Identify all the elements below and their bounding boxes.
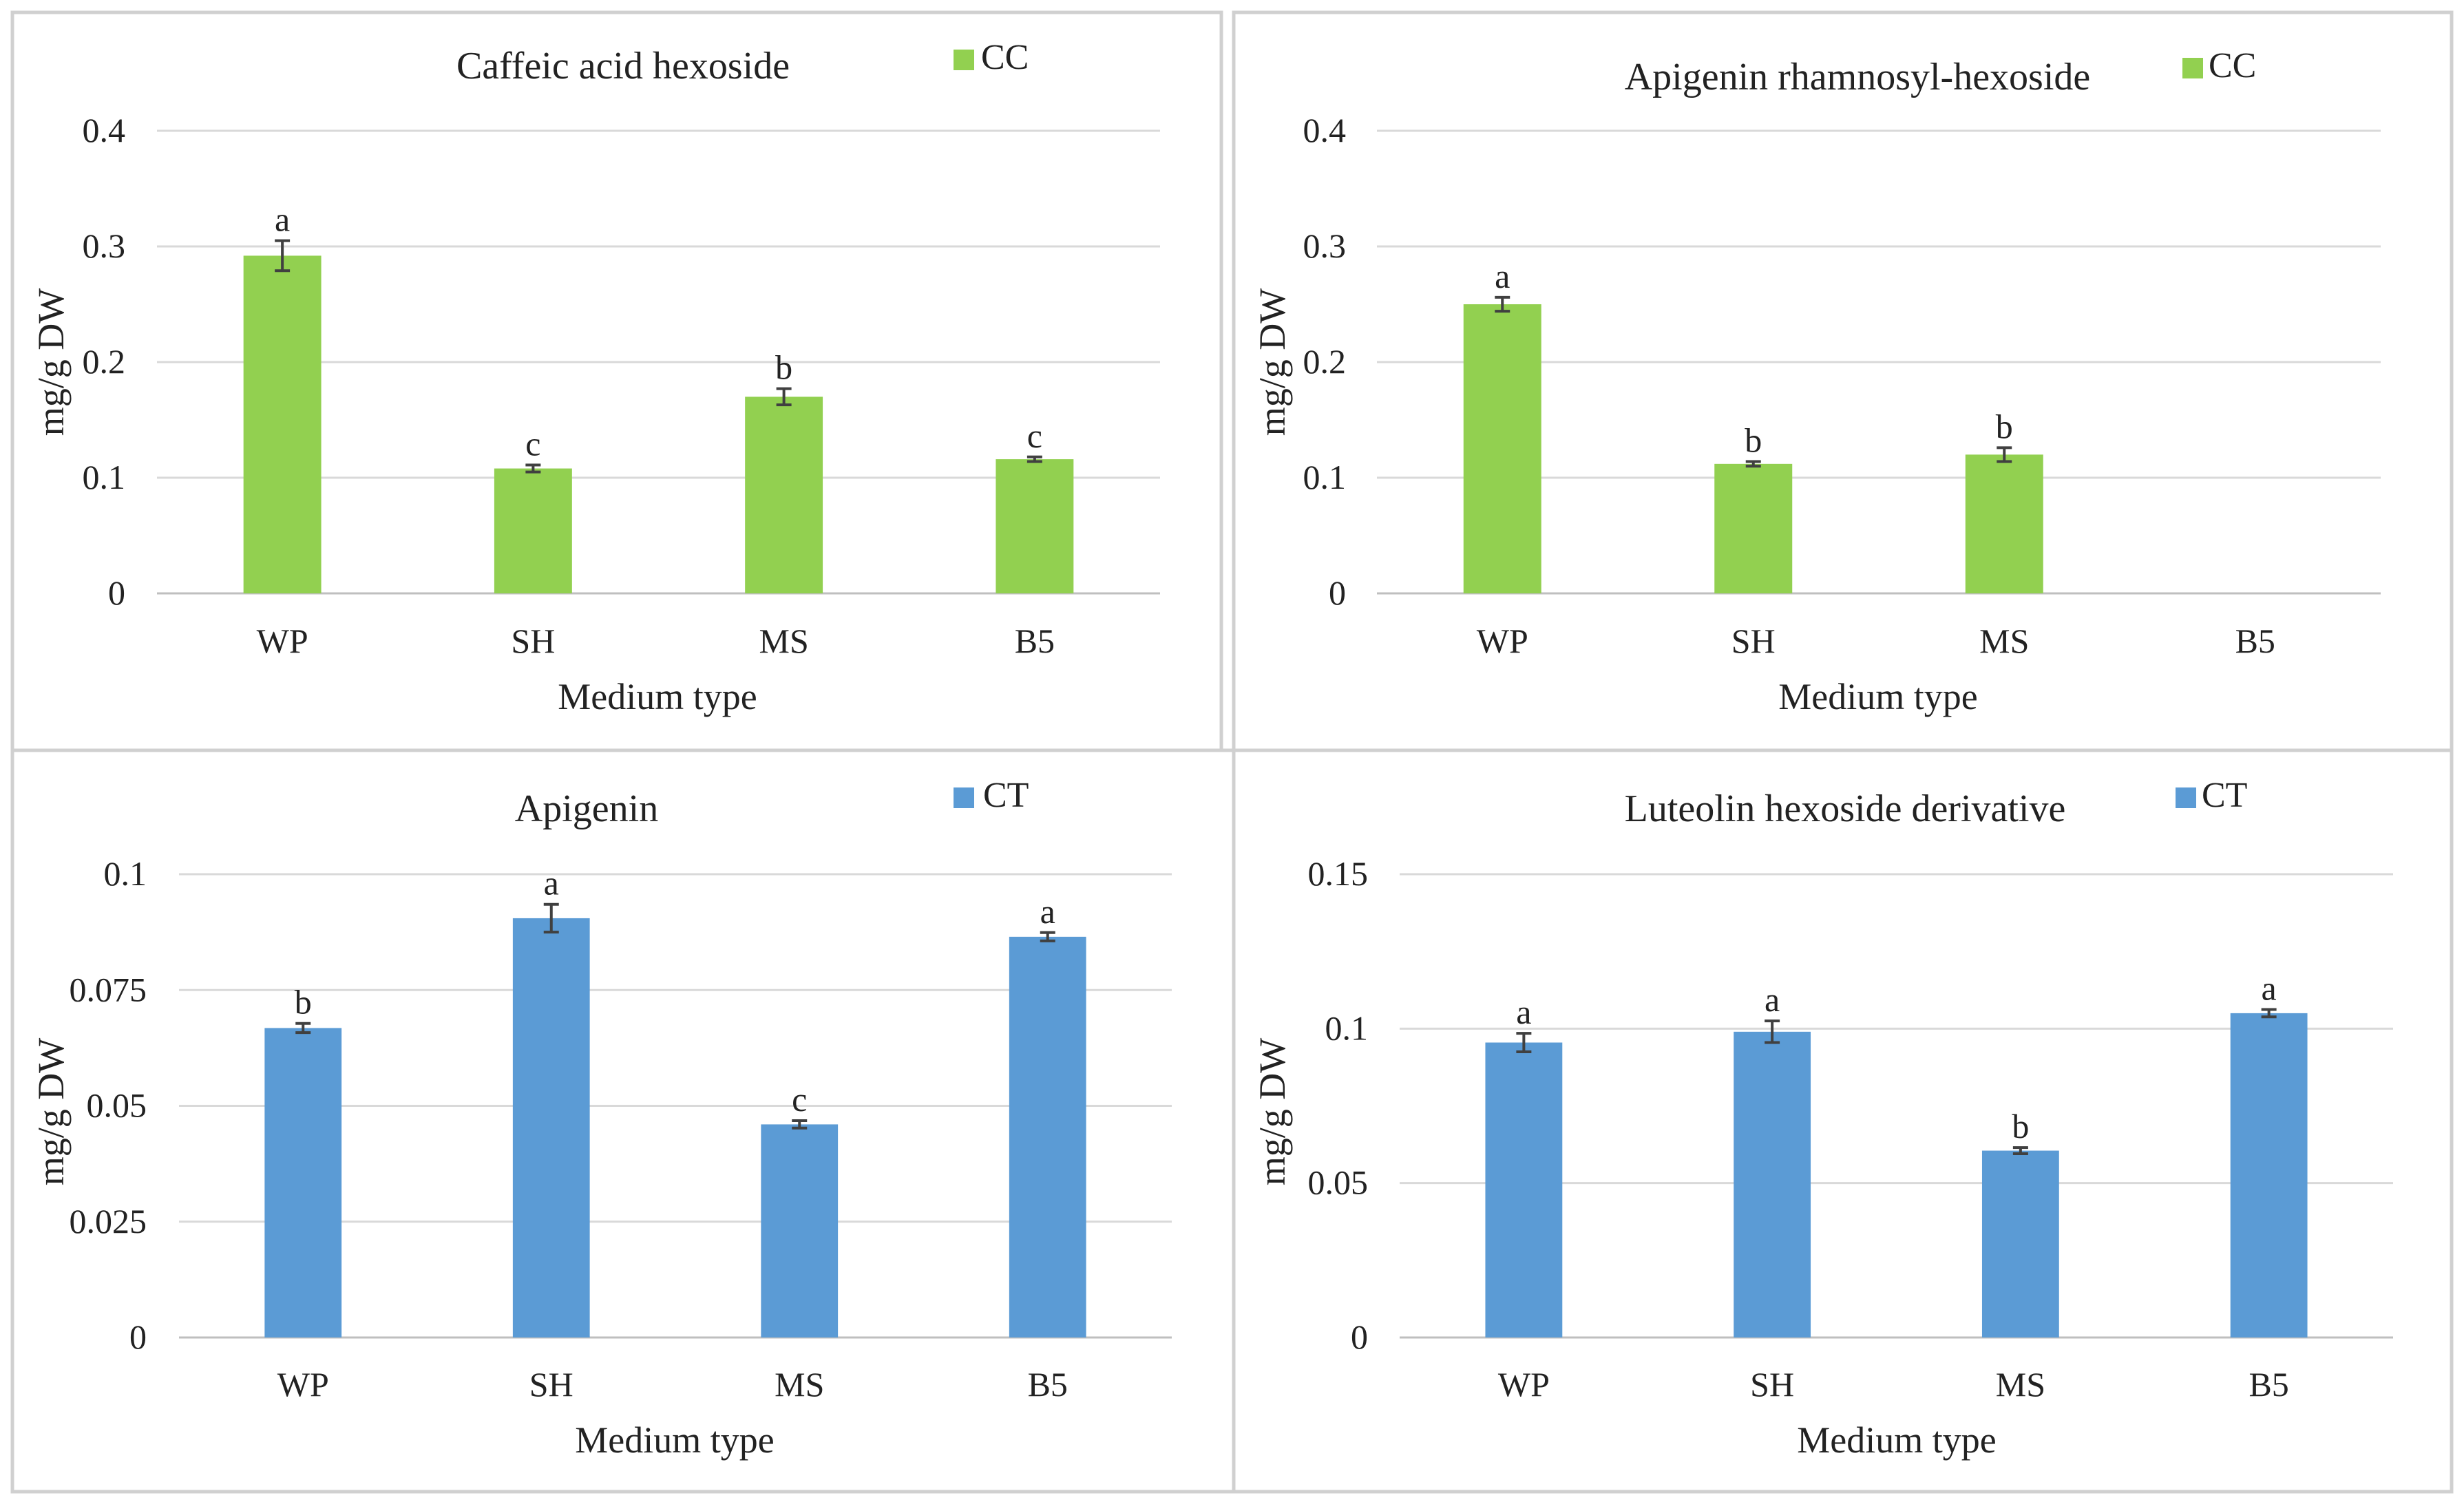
y-axis-label: mg/g DW	[30, 288, 72, 436]
chart-panel-1: 0 0.1 0.2 0.3 0.4 a WP c SH b MS c B5 Caffeic acid he…	[10, 10, 1223, 752]
y-tick-label: 0.05	[87, 1086, 147, 1125]
legend-swatch	[954, 50, 974, 70]
y-tick-label: 0	[108, 573, 125, 612]
significance-letter: b	[1996, 407, 2013, 445]
y-axis-label: mg/g DW	[1252, 288, 1293, 436]
y-tick-label: 0	[1351, 1318, 1368, 1356]
y-tick-label: 0.4	[83, 111, 126, 149]
legend-label: CC	[981, 38, 1029, 77]
x-axis-label: Medium type	[575, 1419, 774, 1461]
significance-letter: a	[2262, 969, 2277, 1008]
y-tick-label: 0.1	[83, 458, 126, 496]
significance-letter: a	[1765, 980, 1780, 1019]
y-tick-label: 0	[1329, 573, 1346, 612]
y-tick-label: 0.1	[1303, 458, 1347, 496]
chart-title: Luteolin hexoside derivative	[1625, 787, 2066, 830]
x-tick-label: B5	[1015, 622, 1055, 660]
legend-swatch	[954, 787, 974, 808]
bar-wp	[1463, 304, 1541, 593]
y-tick-label: 0.075	[70, 970, 147, 1008]
y-axis-label: mg/g DW	[1252, 1038, 1293, 1186]
bar-b5	[996, 459, 1074, 593]
significance-letter: c	[792, 1080, 807, 1119]
x-tick-label: SH	[529, 1365, 573, 1404]
chart-title: Apigenin	[515, 787, 658, 830]
significance-letter: a	[544, 864, 559, 902]
bar-sh	[1734, 1031, 1811, 1337]
chart-panel-2: 0 0.1 0.2 0.3 0.4 a WP b SH b MS B5 Apigenin rhamnos…	[1232, 10, 2454, 752]
panel-border	[1232, 748, 2454, 1494]
y-tick-label: 0.15	[1308, 854, 1369, 893]
x-tick-label: B5	[1028, 1365, 1068, 1404]
legend-label: CC	[2209, 46, 2256, 85]
y-tick-label: 0.4	[1303, 111, 1347, 149]
x-tick-label: SH	[511, 622, 555, 660]
chart-title: Apigenin rhamnosyl-hexoside	[1625, 56, 2091, 98]
y-tick-label: 0.3	[1303, 226, 1347, 265]
significance-letter: a	[1516, 993, 1531, 1031]
y-tick-label: 0.2	[1303, 342, 1347, 381]
x-tick-label: MS	[775, 1365, 824, 1404]
significance-letter: a	[1495, 257, 1510, 295]
bar-wp	[243, 255, 322, 593]
x-axis-label: Medium type	[1797, 1419, 1996, 1461]
y-tick-label: 0.025	[70, 1202, 147, 1240]
y-tick-label: 0.2	[83, 342, 126, 381]
bar-wp	[264, 1028, 342, 1337]
x-tick-label: MS	[1996, 1365, 2045, 1404]
x-tick-label: B5	[2235, 622, 2275, 660]
chart-title: Caffeic acid hexoside	[456, 45, 790, 87]
y-tick-label: 0.1	[104, 854, 147, 893]
legend-label: CT	[2202, 776, 2247, 815]
bar-ms	[761, 1124, 839, 1337]
bar-ms	[745, 396, 823, 593]
significance-letter: b	[2012, 1107, 2029, 1145]
significance-letter: c	[1027, 416, 1042, 455]
legend-swatch	[2182, 58, 2203, 78]
x-tick-label: SH	[1750, 1365, 1794, 1404]
chart-panel-3: 0 0.025 0.05 0.075 0.1 b WP a SH c MS a B5 Apigenin CT…	[10, 748, 1236, 1494]
significance-letter: c	[525, 425, 540, 463]
y-tick-label: 0.05	[1308, 1163, 1369, 1202]
bar-b5	[1009, 936, 1086, 1337]
x-tick-label: MS	[1979, 622, 2029, 660]
y-axis-label: mg/g DW	[30, 1038, 72, 1186]
y-tick-label: 0	[129, 1318, 147, 1356]
legend-swatch	[2176, 787, 2196, 808]
bar-ms	[1965, 454, 2043, 593]
bar-sh	[1714, 463, 1793, 593]
significance-letter: b	[775, 348, 792, 387]
x-tick-label: B5	[2249, 1365, 2288, 1404]
bar-sh	[512, 918, 590, 1337]
y-tick-label: 0.3	[83, 226, 126, 265]
x-tick-label: WP	[277, 1365, 329, 1404]
x-tick-label: WP	[257, 622, 308, 660]
significance-letter: b	[1745, 421, 1762, 459]
significance-letter: b	[295, 983, 312, 1022]
significance-letter: a	[275, 200, 290, 239]
bar-wp	[1485, 1042, 1563, 1337]
x-tick-label: WP	[1498, 1365, 1550, 1404]
x-tick-label: SH	[1731, 622, 1776, 660]
x-axis-label: Medium type	[558, 676, 757, 717]
legend-label: CT	[983, 776, 1029, 815]
significance-letter: a	[1040, 892, 1055, 931]
bar-ms	[1981, 1150, 2059, 1337]
y-tick-label: 0.1	[1325, 1008, 1369, 1047]
x-tick-label: WP	[1477, 622, 1528, 660]
chart-panel-4: 0 0.05 0.1 0.15 a WP a SH b MS a B5 Luteolin hexosid…	[1232, 748, 2454, 1494]
x-tick-label: MS	[759, 622, 808, 660]
bar-sh	[494, 468, 572, 593]
bar-b5	[2230, 1013, 2308, 1337]
x-axis-label: Medium type	[1778, 676, 1977, 717]
